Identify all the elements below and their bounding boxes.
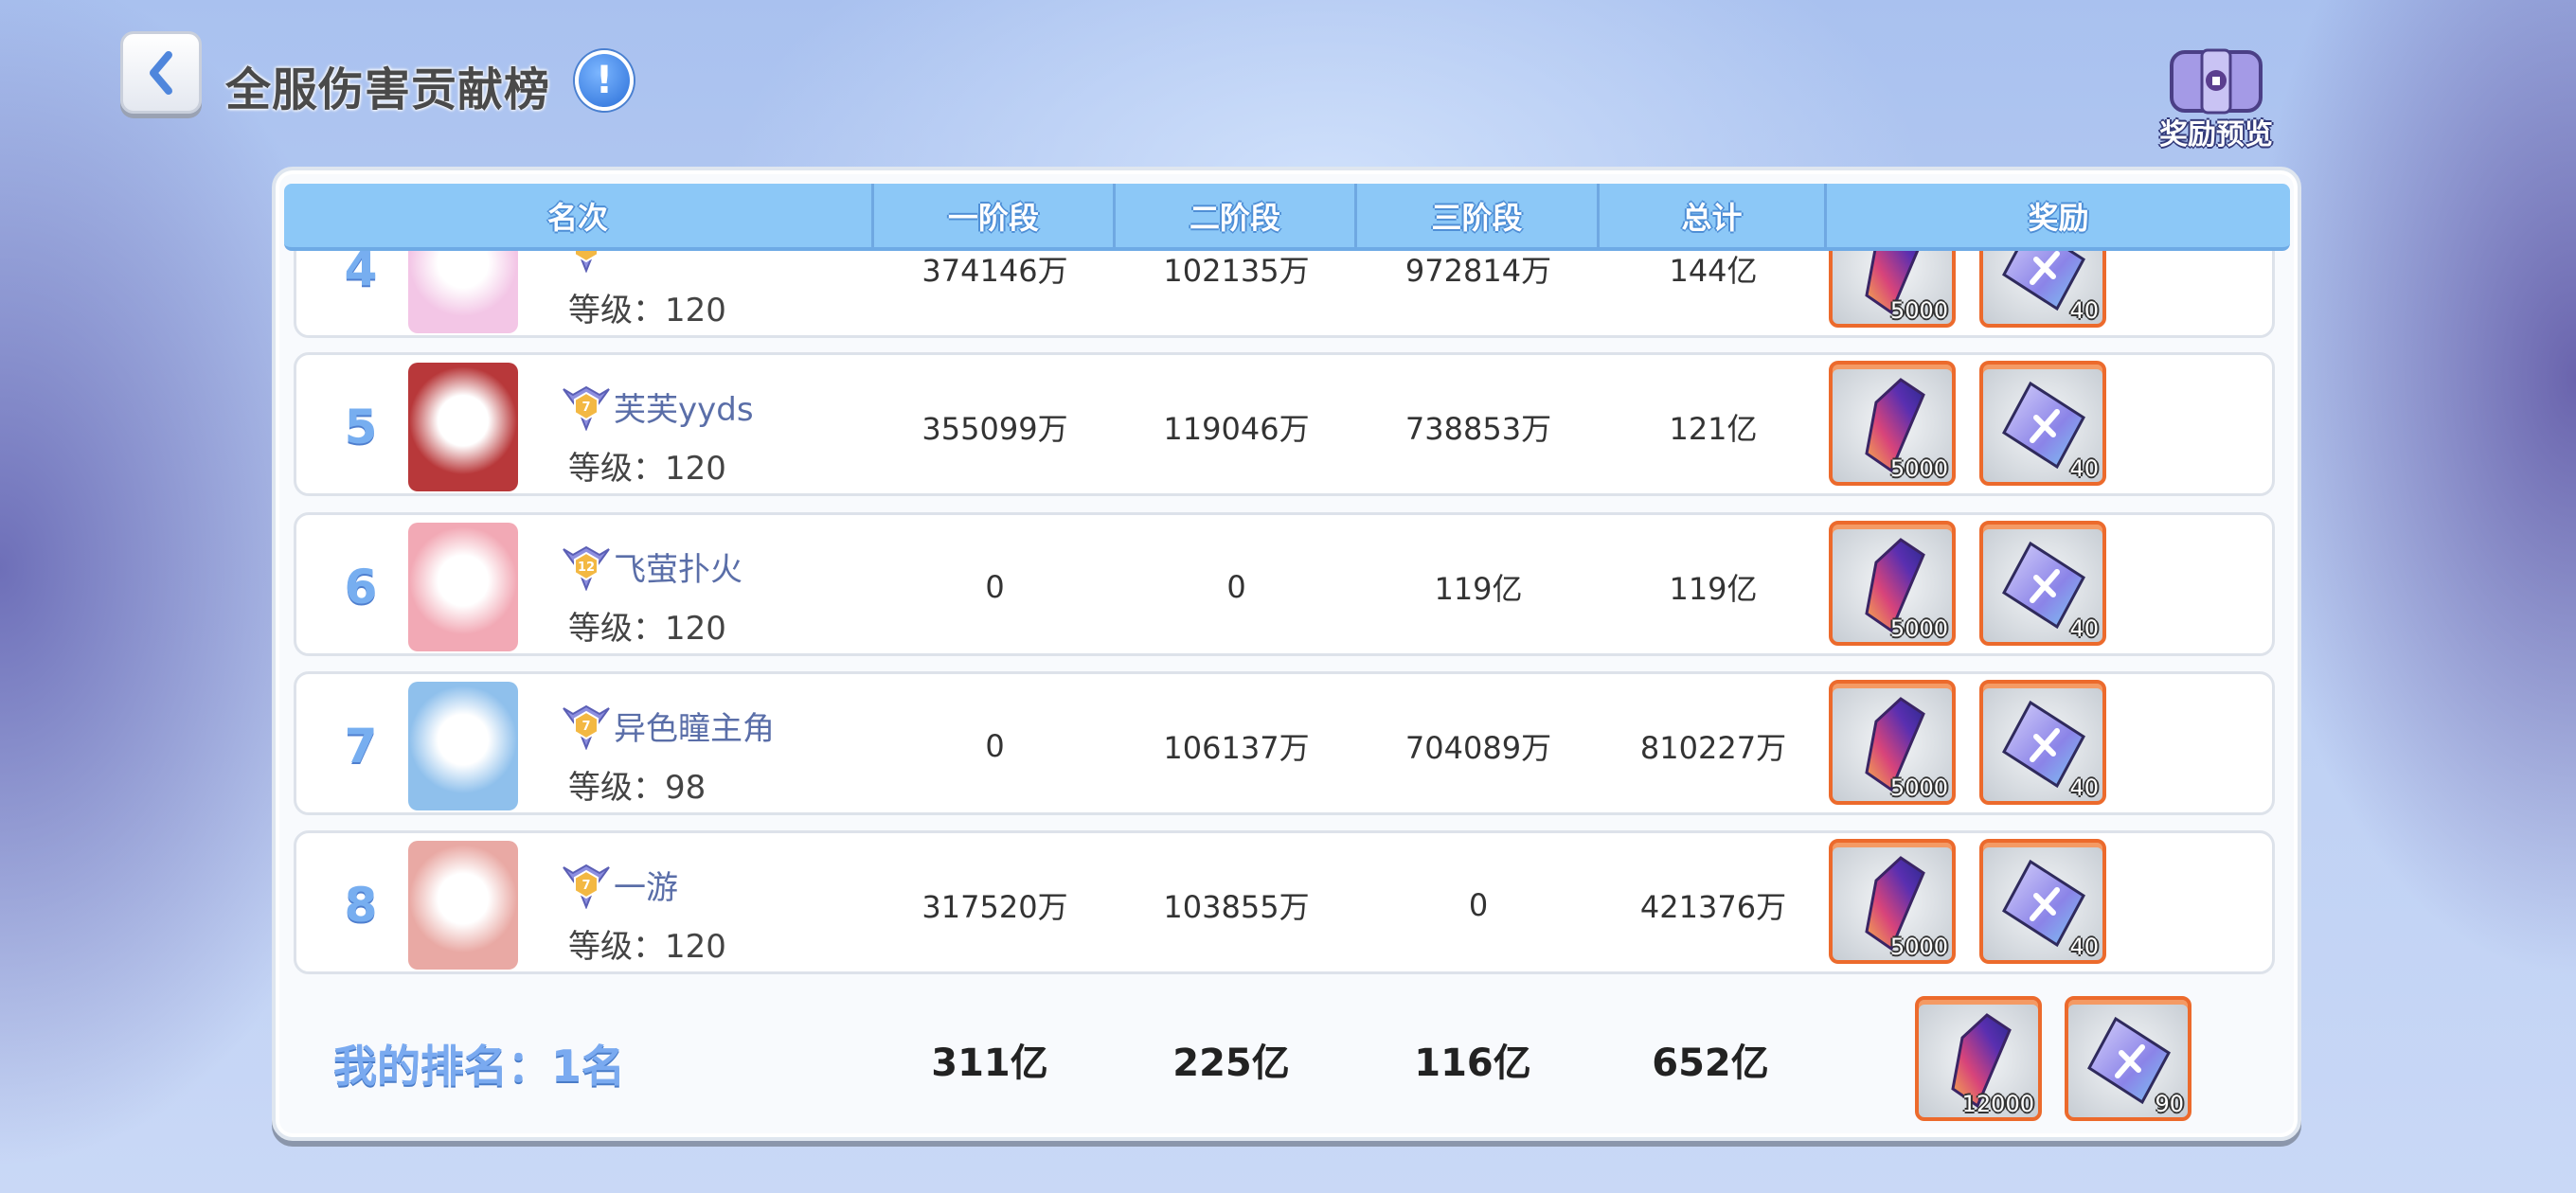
reward-count: 40 — [2069, 934, 2099, 960]
player-level: 等级：120 — [568, 292, 726, 329]
avatar[interactable] — [408, 841, 518, 970]
total-damage: 144亿 — [1669, 253, 1758, 289]
rank-badge-icon: 7 — [562, 860, 611, 910]
stage1-damage: 0 — [985, 569, 1005, 605]
reward-item-ticket[interactable]: 40 — [1979, 521, 2106, 646]
reward-count: 5000 — [1889, 934, 1948, 960]
stage2-damage: 106137万 — [1163, 730, 1310, 766]
stage3-damage: 0 — [1468, 887, 1489, 923]
reward-count: 5000 — [1889, 455, 1948, 482]
reward-item-crystal[interactable]: 5000 — [1829, 251, 1956, 328]
ranking-list[interactable]: 4 等级：120 374146万 102135万 972814万 144亿 5000 40 5 7… — [284, 251, 2290, 977]
reward-item-crystal[interactable]: 5000 — [1829, 361, 1956, 486]
my-stage3: 116亿 — [1414, 1042, 1531, 1085]
reward-item-ticket[interactable]: 40 — [1979, 839, 2106, 964]
svg-text:12: 12 — [578, 561, 595, 575]
rank-number: 8 — [344, 878, 378, 933]
rank-number: 6 — [344, 560, 378, 614]
reward-item-ticket[interactable]: 40 — [1979, 251, 2106, 328]
stage1-damage: 374146万 — [921, 253, 1068, 289]
player-name[interactable]: 异色瞳主角 — [614, 710, 775, 748]
svg-text:7: 7 — [581, 879, 590, 893]
total-damage: 810227万 — [1639, 730, 1787, 766]
reward-item-ticket[interactable]: 40 — [1979, 680, 2106, 805]
info-icon[interactable]: ! — [575, 50, 634, 111]
reward-item-crystal[interactable]: 5000 — [1829, 680, 1956, 805]
player-name[interactable]: 一游 — [614, 869, 678, 907]
rank-number: 5 — [344, 400, 378, 454]
table-row[interactable]: 6 12 飞萤扑火等级：120 0 0 119亿 119亿 5000 40 — [294, 512, 2275, 656]
stage1-damage: 317520万 — [921, 889, 1068, 925]
table-row[interactable]: 7 7 异色瞳主角等级：98 0 106137万 704089万 810227万 5000 40 — [294, 671, 2275, 815]
svg-text:7: 7 — [581, 401, 590, 415]
player-level: 等级：120 — [568, 450, 726, 488]
reward-item-ticket[interactable]: 40 — [1979, 361, 2106, 486]
reward-count: 5000 — [1889, 775, 1948, 801]
reward-item-crystal[interactable]: 12000 — [1915, 996, 2042, 1121]
page-title: 全服伤害贡献榜 — [225, 63, 551, 116]
avatar[interactable] — [408, 251, 518, 333]
stage2-damage: 103855万 — [1163, 889, 1310, 925]
reward-count: 90 — [2155, 1091, 2184, 1117]
my-total: 652亿 — [1652, 1042, 1769, 1085]
my-stage1: 311亿 — [931, 1042, 1048, 1085]
table-row[interactable]: 5 7 芙芙yyds 等级：120 355099万 119046万 738853万 121亿 5… — [294, 352, 2275, 496]
avatar[interactable] — [408, 523, 518, 651]
back-button[interactable] — [120, 31, 202, 114]
column-header-rank: 名次 — [546, 199, 608, 236]
reward-item-ticket[interactable]: 90 — [2065, 996, 2191, 1121]
reward-count: 40 — [2069, 615, 2099, 642]
stage3-damage: 704089万 — [1404, 730, 1552, 766]
rank-badge-icon — [562, 251, 611, 274]
column-header-total: 总计 — [1597, 184, 1824, 247]
reward-count: 12000 — [1961, 1091, 2034, 1117]
total-damage: 421376万 — [1639, 889, 1787, 925]
avatar[interactable] — [408, 682, 518, 810]
rank-badge-icon: 12 — [562, 542, 611, 592]
stage2-damage: 102135万 — [1163, 253, 1310, 289]
player-level: 等级：120 — [568, 610, 726, 648]
player-name[interactable]: 飞萤扑火 — [614, 551, 742, 589]
reward-count: 5000 — [1889, 297, 1948, 324]
column-header-reward: 奖励 — [1824, 184, 2290, 247]
svg-text:7: 7 — [581, 720, 590, 734]
reward-count: 5000 — [1889, 615, 1948, 642]
total-damage: 121亿 — [1669, 411, 1758, 447]
player-level: 等级：98 — [568, 769, 707, 807]
table-row[interactable]: 4 等级：120 374146万 102135万 972814万 144亿 5000 40 — [294, 251, 2275, 338]
avatar[interactable] — [408, 363, 518, 491]
table-row[interactable]: 8 7 一游等级：120 317520万 103855万 0 421376万 5000 40 — [294, 830, 2275, 974]
rank-badge-icon: 7 — [562, 382, 611, 432]
stage3-damage: 738853万 — [1404, 411, 1552, 447]
table-header: 名次 一阶段 二阶段 三阶段 总计 奖励 — [284, 184, 2290, 251]
my-rank-label: 我的排名：1名 — [333, 1041, 626, 1092]
total-damage: 119亿 — [1669, 571, 1758, 607]
column-header-stage3: 三阶段 — [1354, 184, 1597, 247]
reward-count: 40 — [2069, 297, 2099, 324]
reward-count: 40 — [2069, 775, 2099, 801]
reward-item-crystal[interactable]: 5000 — [1829, 839, 1956, 964]
stage2-damage: 0 — [1226, 569, 1246, 605]
column-header-stage2: 二阶段 — [1113, 184, 1354, 247]
stage2-damage: 119046万 — [1163, 411, 1310, 447]
stage1-damage: 0 — [985, 728, 1005, 764]
reward-preview-label: 奖励预览 — [2159, 118, 2273, 151]
stage3-damage: 972814万 — [1404, 253, 1552, 289]
reward-item-crystal[interactable]: 5000 — [1829, 521, 1956, 646]
rank-number: 7 — [344, 719, 378, 774]
stage1-damage: 355099万 — [921, 411, 1068, 447]
column-header-stage1: 一阶段 — [871, 184, 1113, 247]
reward-count: 40 — [2069, 455, 2099, 482]
rank-number: 4 — [344, 251, 378, 296]
reward-preview-button[interactable]: 奖励预览 — [2150, 43, 2282, 151]
player-name[interactable]: 芙芙yyds — [614, 391, 754, 429]
player-level: 等级：120 — [568, 928, 726, 966]
rank-badge-icon: 7 — [562, 701, 611, 751]
my-stage2: 225亿 — [1172, 1042, 1290, 1085]
stage3-damage: 119亿 — [1434, 571, 1523, 607]
chest-icon — [2170, 48, 2263, 115]
chevron-left-icon — [150, 50, 172, 95]
